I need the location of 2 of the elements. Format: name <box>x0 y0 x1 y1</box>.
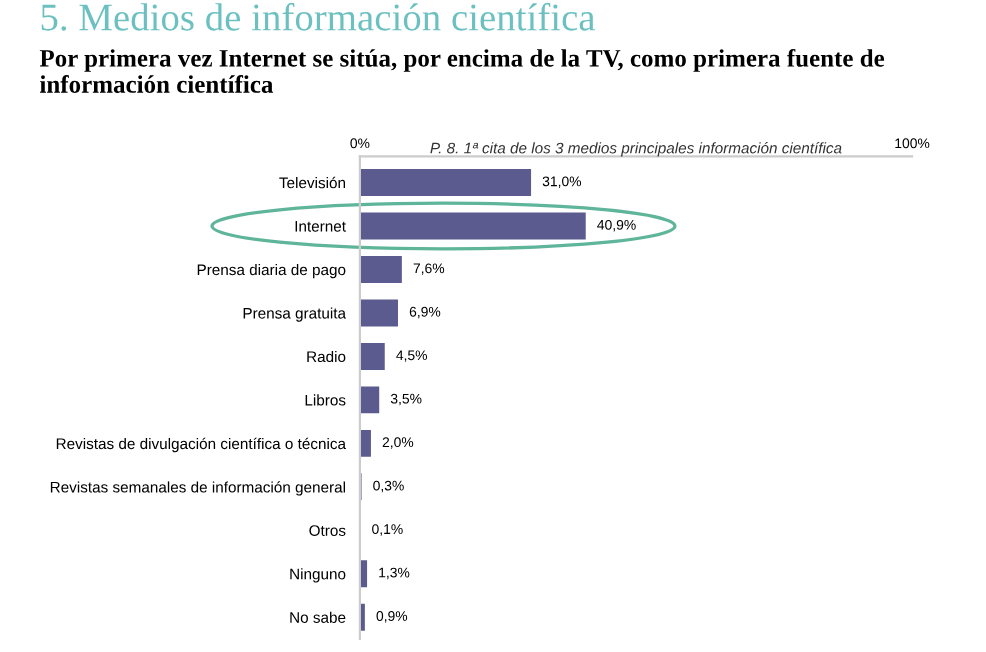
chart-title: 5. Medios de información científica <box>41 2 596 31</box>
chart-subtitle: Por primera vez Internet se sitúa, por encima de la TV, como primera fuente de información científica <box>39 48 885 93</box>
